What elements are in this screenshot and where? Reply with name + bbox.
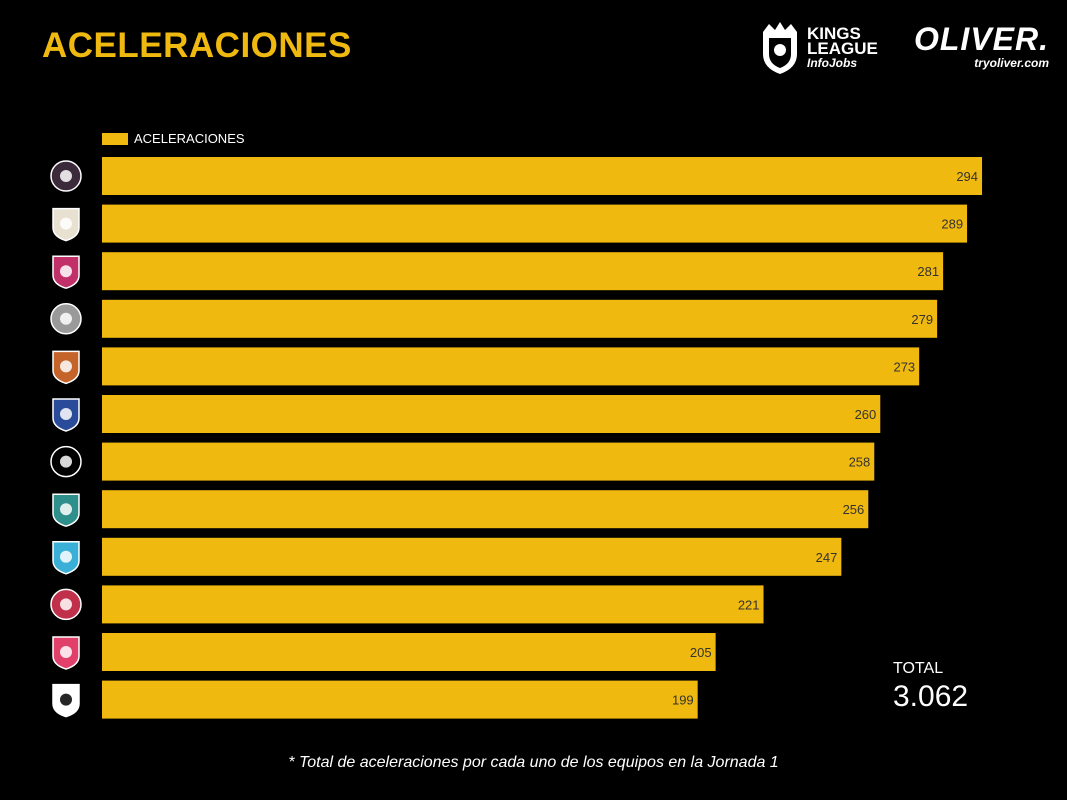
total-summary: TOTAL 3.062 bbox=[893, 660, 968, 714]
kings-league-crown-icon bbox=[763, 22, 797, 74]
team-crest-xb-icon bbox=[50, 445, 82, 478]
bar-value-label-9: 247 bbox=[816, 550, 838, 565]
bar-6 bbox=[102, 395, 881, 433]
bar-12 bbox=[102, 680, 698, 719]
oliver-logo: OLIVER. tryoliver.com bbox=[914, 22, 1049, 70]
team-crest-flame-icon bbox=[52, 398, 80, 432]
bar-10 bbox=[102, 585, 764, 624]
bar-value-label-6: 260 bbox=[855, 407, 877, 422]
bar-value-label-7: 258 bbox=[849, 455, 871, 470]
bar-3 bbox=[102, 252, 944, 291]
bar-1 bbox=[102, 157, 983, 195]
oliver-wordmark: OLIVER. bbox=[913, 21, 1049, 57]
team-crest-tree-icon bbox=[50, 303, 82, 335]
bar-value-label-2: 289 bbox=[941, 217, 963, 232]
brand-logos: KINGS LEAGUE InfoJobs OLIVER. tryoliver.… bbox=[759, 18, 1049, 80]
kings-league-wordmark: KINGS LEAGUE InfoJobs bbox=[807, 24, 878, 71]
bar-value-label-1: 294 bbox=[956, 169, 978, 184]
footnote: * Total de aceleraciones por cada uno de… bbox=[288, 754, 779, 771]
team-crest-pink-shield-icon bbox=[52, 636, 80, 670]
kings-league-line1: KINGS bbox=[807, 24, 861, 43]
bar-11 bbox=[102, 633, 716, 671]
bar-4 bbox=[102, 299, 938, 338]
bar-2 bbox=[102, 204, 968, 243]
total-label: TOTAL bbox=[893, 660, 944, 677]
team-crest-pio-icon bbox=[52, 683, 80, 718]
team-crest-lion-icon bbox=[52, 350, 80, 385]
team-crest-pink-k-icon bbox=[50, 160, 82, 192]
team-crest-teal-shield-icon bbox=[52, 493, 80, 527]
team-crest-shield-pink-icon bbox=[52, 255, 80, 289]
bar-8 bbox=[102, 490, 869, 529]
team-crest-1k-icon bbox=[52, 541, 80, 575]
bar-value-label-5: 273 bbox=[893, 359, 915, 374]
bar-value-label-11: 205 bbox=[690, 645, 712, 660]
kings-league-line2: LEAGUE bbox=[807, 39, 878, 58]
team-crest-lightning-icon bbox=[52, 207, 80, 242]
team-crest-red-circle-icon bbox=[50, 588, 82, 621]
bar-value-label-3: 281 bbox=[917, 264, 939, 279]
bar-value-label-4: 279 bbox=[911, 312, 933, 327]
page-title: ACELERACIONES bbox=[42, 26, 352, 65]
total-value: 3.062 bbox=[893, 680, 969, 713]
bar-value-label-12: 199 bbox=[672, 693, 694, 708]
bar-9 bbox=[102, 537, 842, 576]
bar-7 bbox=[102, 442, 875, 481]
bar-5 bbox=[102, 347, 920, 386]
legend-swatch bbox=[102, 133, 128, 145]
bar-value-label-10: 221 bbox=[738, 597, 760, 612]
legend-label: ACELERACIONES bbox=[134, 131, 245, 146]
oliver-url: tryoliver.com bbox=[974, 56, 1049, 70]
kings-league-sponsor: InfoJobs bbox=[807, 56, 857, 70]
bar-value-label-8: 256 bbox=[843, 502, 865, 517]
